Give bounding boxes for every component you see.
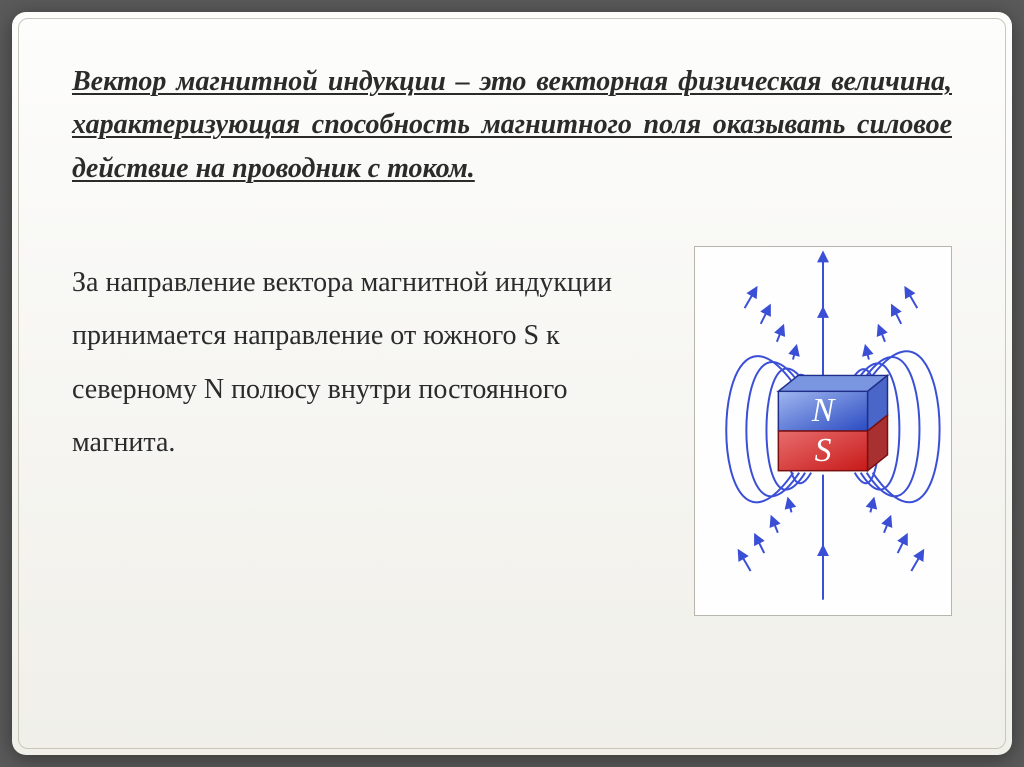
body-row: За направление вектора магнитной индукци… xyxy=(72,246,952,616)
definition-span: Вектор магнитной индукции – это векторна… xyxy=(72,66,952,184)
field-line xyxy=(789,503,791,513)
field-line xyxy=(757,538,764,553)
definition-text: Вектор магнитной индукции – это векторна… xyxy=(72,60,952,190)
magnet-field-diagram: N S xyxy=(694,246,952,616)
slide-frame: Вектор магнитной индукции – это векторна… xyxy=(12,12,1012,755)
field-line xyxy=(777,329,782,341)
field-line xyxy=(745,291,755,308)
field-line xyxy=(911,554,921,571)
field-line xyxy=(761,309,768,324)
field-line xyxy=(880,329,885,341)
field-line xyxy=(870,503,872,513)
field-line xyxy=(907,291,917,308)
field-line xyxy=(741,554,751,571)
field-line xyxy=(884,520,889,532)
field-line xyxy=(773,520,778,532)
field-line xyxy=(898,538,905,553)
body-text: За направление вектора магнитной индукци… xyxy=(72,246,674,469)
bar-magnet: N S xyxy=(778,376,887,471)
field-line xyxy=(894,309,901,324)
field-line xyxy=(793,350,795,360)
south-label: S xyxy=(815,432,832,469)
north-label: N xyxy=(811,392,837,429)
field-line xyxy=(866,350,868,360)
diagram-svg: N S xyxy=(695,247,951,615)
